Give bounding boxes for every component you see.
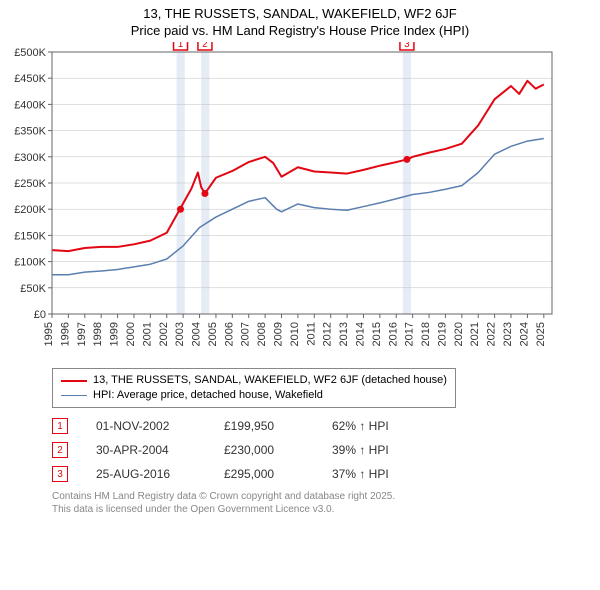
svg-text:2016: 2016 — [387, 322, 399, 346]
svg-text:2025: 2025 — [535, 322, 547, 346]
svg-text:2000: 2000 — [125, 322, 137, 346]
svg-text:£200K: £200K — [14, 204, 46, 216]
svg-text:2002: 2002 — [158, 322, 170, 346]
attribution-line1: Contains HM Land Registry data © Crown c… — [52, 490, 600, 503]
sale-marker: 1 — [52, 418, 68, 434]
svg-text:2003: 2003 — [174, 322, 186, 346]
sale-hpi: 62% ↑ HPI — [332, 419, 422, 433]
svg-text:1998: 1998 — [92, 322, 104, 346]
sale-date: 01-NOV-2002 — [96, 419, 196, 433]
svg-text:2017: 2017 — [404, 322, 416, 346]
svg-text:2005: 2005 — [207, 322, 219, 346]
svg-text:2010: 2010 — [289, 322, 301, 346]
sale-date: 25-AUG-2016 — [96, 467, 196, 481]
svg-text:2020: 2020 — [453, 322, 465, 346]
legend-swatch — [61, 395, 87, 396]
sale-price: £295,000 — [224, 467, 304, 481]
svg-text:2018: 2018 — [420, 322, 432, 346]
sales-table: 1 01-NOV-2002 £199,950 62% ↑ HPI 2 30-APR-200… — [52, 418, 600, 482]
svg-text:2009: 2009 — [273, 322, 285, 346]
svg-text:1999: 1999 — [109, 322, 121, 346]
svg-text:2013: 2013 — [338, 322, 350, 346]
legend-swatch — [61, 380, 87, 382]
sale-price: £230,000 — [224, 443, 304, 457]
sale-hpi: 39% ↑ HPI — [332, 443, 422, 457]
price-chart-svg: £0 £50K £100K £150K £200K £250K £300K £350K £400… — [0, 42, 560, 362]
legend-row: 13, THE RUSSETS, SANDAL, WAKEFIELD, WF2 … — [61, 373, 447, 388]
chart-area: £0 £50K £100K £150K £200K £250K £300K £350K £400… — [0, 42, 600, 362]
sale-date: 30-APR-2004 — [96, 443, 196, 457]
sale-hpi: 37% ↑ HPI — [332, 467, 422, 481]
sale-marker: 3 — [52, 466, 68, 482]
svg-text:2021: 2021 — [469, 322, 481, 346]
svg-text:3: 3 — [404, 42, 410, 50]
sale-row: 1 01-NOV-2002 £199,950 62% ↑ HPI — [52, 418, 600, 434]
title-line2: Price paid vs. HM Land Registry's House … — [0, 23, 600, 38]
svg-text:1: 1 — [178, 42, 184, 50]
title-line1: 13, THE RUSSETS, SANDAL, WAKEFIELD, WF2 … — [0, 6, 600, 21]
legend-label: 13, THE RUSSETS, SANDAL, WAKEFIELD, WF2 … — [93, 373, 447, 388]
svg-text:2001: 2001 — [141, 322, 153, 346]
sale-row: 3 25-AUG-2016 £295,000 37% ↑ HPI — [52, 466, 600, 482]
svg-text:2006: 2006 — [223, 322, 235, 346]
svg-text:2014: 2014 — [354, 322, 366, 346]
svg-text:£300K: £300K — [14, 152, 46, 164]
svg-text:2007: 2007 — [240, 322, 252, 346]
legend-label: HPI: Average price, detached house, Wake… — [93, 388, 323, 403]
svg-text:2022: 2022 — [486, 322, 498, 346]
svg-text:2019: 2019 — [436, 322, 448, 346]
svg-text:£150K: £150K — [14, 230, 46, 242]
attribution-line2: This data is licensed under the Open Gov… — [52, 503, 600, 516]
legend: 13, THE RUSSETS, SANDAL, WAKEFIELD, WF2 … — [52, 368, 456, 408]
svg-text:2023: 2023 — [502, 322, 514, 346]
svg-text:1995: 1995 — [43, 322, 55, 346]
svg-text:£500K: £500K — [14, 47, 46, 59]
attribution: Contains HM Land Registry data © Crown c… — [52, 490, 600, 516]
sale-row: 2 30-APR-2004 £230,000 39% ↑ HPI — [52, 442, 600, 458]
svg-text:2024: 2024 — [518, 322, 530, 346]
svg-text:£0: £0 — [34, 309, 46, 321]
svg-text:£350K: £350K — [14, 126, 46, 138]
svg-text:2: 2 — [202, 42, 208, 50]
svg-text:2008: 2008 — [256, 322, 268, 346]
svg-text:2004: 2004 — [191, 322, 203, 346]
svg-text:£100K: £100K — [14, 257, 46, 269]
svg-text:2011: 2011 — [305, 322, 317, 346]
svg-text:2012: 2012 — [322, 322, 334, 346]
svg-text:1997: 1997 — [76, 322, 88, 346]
svg-text:£50K: £50K — [20, 283, 46, 295]
sale-price: £199,950 — [224, 419, 304, 433]
svg-text:£250K: £250K — [14, 178, 46, 190]
svg-text:£450K: £450K — [14, 73, 46, 85]
svg-text:£400K: £400K — [14, 99, 46, 111]
chart-titles: 13, THE RUSSETS, SANDAL, WAKEFIELD, WF2 … — [0, 0, 600, 38]
legend-row: HPI: Average price, detached house, Wake… — [61, 388, 447, 403]
svg-text:1996: 1996 — [59, 322, 71, 346]
svg-text:2015: 2015 — [371, 322, 383, 346]
sale-marker: 2 — [52, 442, 68, 458]
